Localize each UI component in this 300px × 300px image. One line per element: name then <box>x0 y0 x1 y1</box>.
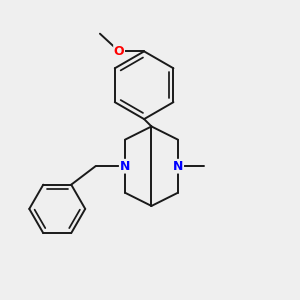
Text: N: N <box>120 160 130 173</box>
Text: N: N <box>173 160 183 173</box>
Text: O: O <box>114 45 124 58</box>
